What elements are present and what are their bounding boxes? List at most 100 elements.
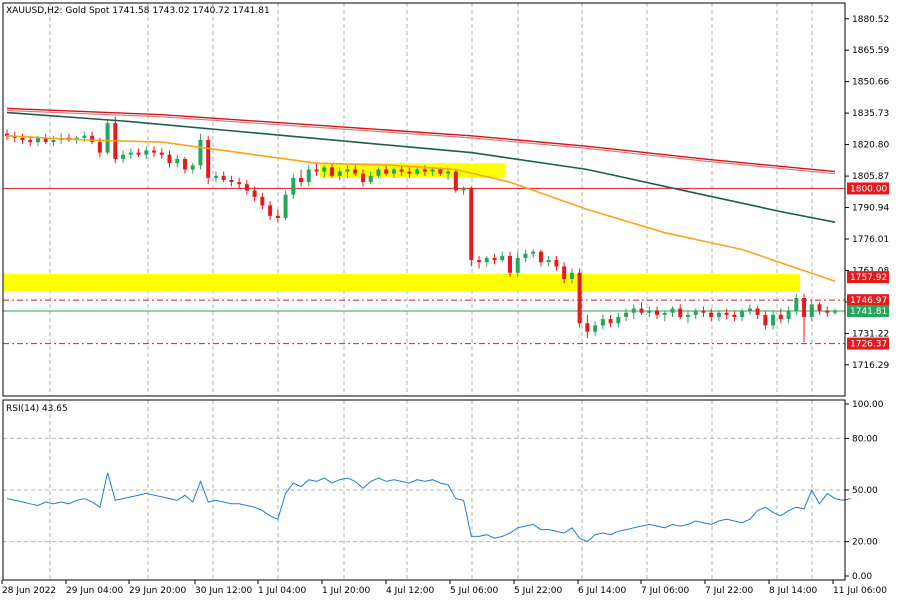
- candle-body: [763, 314, 768, 326]
- candle-body: [453, 171, 458, 191]
- candle-body: [283, 194, 288, 218]
- candle-body: [794, 298, 799, 311]
- y-tick-label: 1880.52: [852, 15, 889, 25]
- candle-body: [809, 304, 814, 317]
- candle-body: [221, 175, 226, 181]
- level-label-box: [847, 294, 889, 307]
- x-tick-label: 7 Jul 06:00: [641, 586, 690, 596]
- candle-body: [376, 169, 381, 176]
- y-tick-label: 1731.22: [852, 329, 889, 339]
- level-label: 1800.00: [850, 184, 887, 194]
- candle-body: [415, 169, 420, 174]
- candle-body: [391, 169, 396, 174]
- x-tick-label: 29 Jun 20:00: [129, 586, 186, 596]
- level-label-box: [847, 271, 889, 284]
- x-tick-label: 1 Jul 20:00: [322, 586, 371, 596]
- candle-body: [786, 310, 791, 320]
- x-tick-label: 4 Jul 12:00: [386, 586, 435, 596]
- candle-body: [330, 167, 335, 176]
- candle-body: [407, 171, 412, 174]
- candle-body: [500, 255, 505, 261]
- candle-body: [128, 152, 133, 155]
- candle-body: [569, 272, 574, 280]
- candle-body: [740, 310, 745, 317]
- candle-body: [28, 139, 33, 143]
- candle-body: [600, 319, 605, 326]
- level-label: 1741.81: [850, 307, 887, 317]
- ma-slow-red-line: [6, 107, 836, 173]
- rsi-y-tick-label: 20.00: [852, 538, 878, 548]
- y-tick-label: 1716.29: [852, 361, 889, 371]
- candle-body: [693, 310, 698, 315]
- candle-body: [477, 260, 482, 263]
- candle-body: [384, 169, 389, 174]
- candle-body: [755, 308, 760, 315]
- candle-body: [299, 177, 304, 183]
- candle-body: [492, 257, 497, 261]
- main-frame: [2, 2, 846, 397]
- candle-body: [825, 310, 830, 313]
- y-tick-label: 1850.66: [852, 78, 889, 88]
- candle-body: [678, 308, 683, 317]
- level-label: 1757.92: [850, 273, 887, 283]
- candle-body: [670, 308, 675, 313]
- candle-body: [144, 150, 149, 155]
- x-tick-label: 5 Jul 06:00: [450, 586, 499, 596]
- candle-body: [430, 169, 435, 172]
- candle-body: [639, 308, 644, 313]
- y-tick-label: 1776.01: [852, 235, 889, 245]
- candle-body: [662, 312, 667, 315]
- x-tick-label: 28 Jun 2022: [2, 586, 56, 596]
- candle-body: [562, 266, 567, 280]
- consolidation-zone: [320, 163, 505, 178]
- level-label: 1726.37: [850, 340, 887, 350]
- candle-body: [701, 310, 706, 313]
- candle-body: [523, 253, 528, 258]
- main-price-panel[interactable]: [3, 3, 845, 396]
- y-tick-label: 1865.59: [852, 46, 889, 56]
- candle-body: [190, 165, 195, 170]
- rsi-y-tick-label: 100.00: [852, 400, 884, 410]
- candle-body: [345, 169, 350, 172]
- candle-body: [90, 135, 95, 143]
- rsi-y-tick-label: 80.00: [852, 434, 878, 444]
- candle-body: [624, 312, 629, 317]
- x-tick-label: 5 Jul 22:00: [514, 586, 563, 596]
- candle-body: [268, 205, 273, 216]
- candle-body: [337, 171, 342, 176]
- rsi-panel[interactable]: [3, 400, 851, 580]
- candle-body: [546, 260, 551, 263]
- candle-body: [51, 139, 56, 143]
- candle-body: [82, 135, 87, 138]
- candle-body: [709, 312, 714, 317]
- level-label-box: [847, 305, 889, 318]
- candle-body: [35, 137, 40, 143]
- candle-body: [97, 142, 102, 153]
- x-tick-label: 7 Jul 22:00: [705, 586, 754, 596]
- candle-body: [655, 310, 660, 315]
- candle-body: [167, 154, 172, 164]
- x-tick-label: 1 Jul 04:00: [258, 586, 307, 596]
- candle-body: [175, 158, 180, 164]
- candle-body: [616, 316, 621, 324]
- candle-body: [647, 310, 652, 313]
- candle-body: [105, 123, 110, 153]
- candle-body: [461, 188, 466, 191]
- candle-body: [314, 169, 319, 172]
- level-label-box: [847, 182, 889, 195]
- candle-body: [252, 190, 257, 197]
- ma-mid-line: [6, 111, 836, 223]
- candle-body: [608, 319, 613, 324]
- candle-body: [507, 255, 512, 273]
- candle-body: [724, 312, 729, 315]
- candle-body: [260, 196, 265, 206]
- ma-slow-pink-line: [6, 109, 836, 175]
- level-label: 1746.97: [850, 296, 887, 306]
- candle-body: [469, 188, 474, 261]
- candle-body: [554, 260, 559, 267]
- candle-body: [716, 312, 721, 317]
- y-tick-label: 1805.87: [852, 172, 889, 182]
- symbol-header: XAUUSD,H2: Gold Spot 1741.58 1743.02 174…: [6, 6, 270, 16]
- x-tick-label: 11 Jul 06:00: [833, 586, 887, 596]
